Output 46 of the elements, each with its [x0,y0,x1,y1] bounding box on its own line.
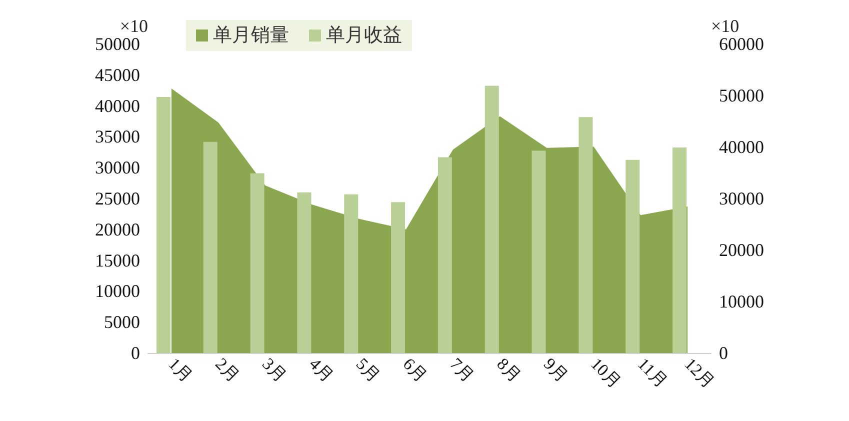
bar [391,202,406,353]
y-tick-label: 50000 [95,34,140,54]
x-tick-label: 11月 [634,354,671,392]
bar [484,86,499,353]
bar [344,194,358,353]
x-tick-label: 3月 [258,354,290,386]
y2-tick-label: 40000 [719,137,764,157]
x-tick-label: 6月 [399,354,431,386]
x-tick-label: 12月 [680,354,718,392]
x-tick-label: 9月 [540,354,572,386]
x-tick-label: 1月 [164,354,196,386]
y-tick-label: 35000 [95,126,140,147]
bar [250,173,264,353]
y-tick-label: 20000 [95,219,140,240]
y-axis-title: ×10 [120,16,148,36]
y2-tick-label: 30000 [719,188,764,208]
bar [297,192,312,353]
bar [438,157,452,353]
legend-label: 单月销量 [213,25,289,46]
y-tick-label: 0 [131,343,140,363]
y2-tick-label: 50000 [719,86,764,106]
y2-tick-label: 0 [719,343,728,363]
y-tick-label: 45000 [95,64,140,85]
y-tick-label: 30000 [95,158,140,178]
legend-label: 单月收益 [326,25,402,46]
x-tick-label: 7月 [446,354,478,386]
bar [532,150,546,353]
x-tick-label: 2月 [212,354,244,386]
y2-tick-label: 60000 [719,34,764,54]
bar [672,148,687,353]
y-tick-label: 25000 [95,188,140,208]
bar [203,142,218,353]
y2-tick-label: 10000 [719,292,764,312]
x-tick-label: 5月 [352,354,384,386]
y2-tick-label: 20000 [719,240,764,260]
bar [156,97,170,353]
y-tick-label: 40000 [95,96,140,116]
x-tick-label: 8月 [493,354,525,386]
y-tick-label: 15000 [95,250,140,270]
bar [578,117,593,353]
y-tick-label: 5000 [104,312,140,332]
y-tick-label: 10000 [95,281,140,302]
x-tick-label: 4月 [305,354,337,386]
bar [626,160,640,353]
y2-axis-title: ×10 [711,16,740,36]
x-tick-label: 10月 [586,354,624,392]
